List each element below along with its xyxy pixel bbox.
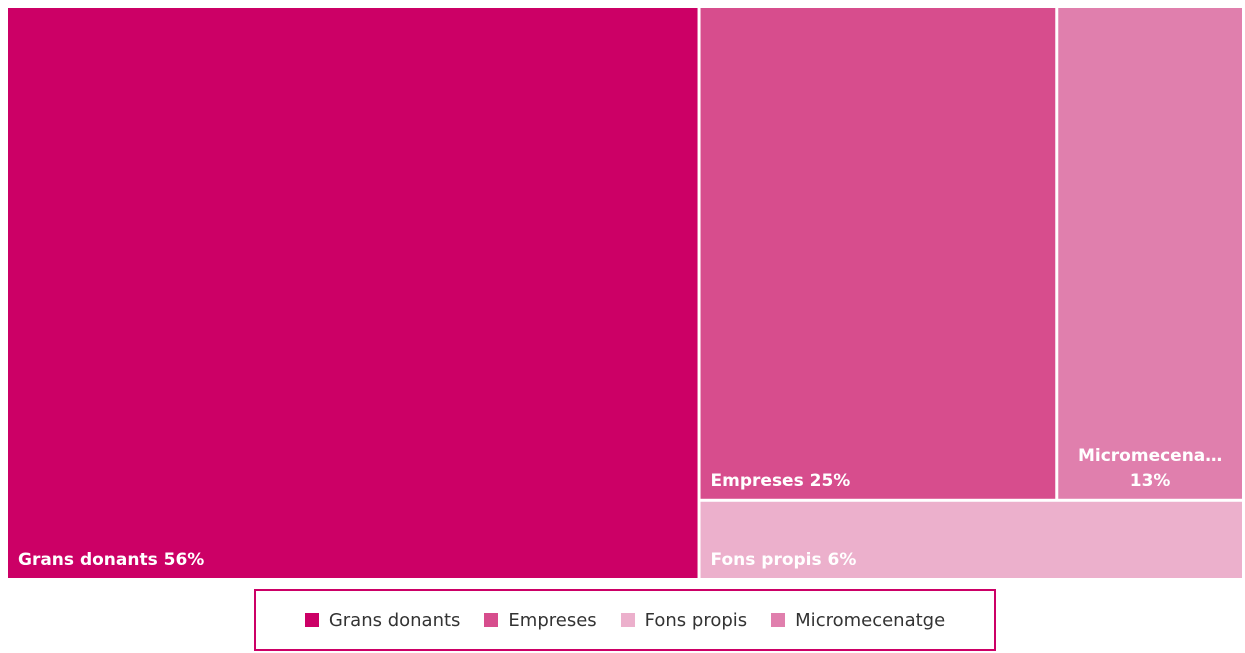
legend-swatch-micromecenatge [771,613,786,627]
legend-item-micromecenatge[interactable]: Micromecenatge [771,610,945,631]
legend-swatch-fons-propis [620,613,635,627]
legend-label-grans-donants: Grans donants [328,609,461,631]
tile-label-empreses: Empreses 25% [711,471,851,491]
legend-label-micromecenatge: Micromecenatge [795,609,946,631]
tile-label-micromecenatge-line-1: Micromecena… [1078,446,1222,466]
legend-swatch-grans-donants [304,613,319,627]
legend-label-fons-propis: Fons propis [644,609,748,631]
tile-label-micromecenatge-line-2: 13% [1130,471,1171,491]
treemap-tile-empreses[interactable] [700,8,1056,499]
treemap-tile-micromecenatge[interactable] [1058,8,1242,499]
legend-item-grans-donants[interactable]: Grans donants [304,609,461,631]
legend-swatch-empreses [484,613,499,627]
legend-item-empreses[interactable]: Empreses [484,609,597,631]
tile-label-grans-donants: Grans donants 56% [18,550,204,570]
treemap-tile-fons-propis[interactable] [700,501,1242,578]
legend-item-fons-propis[interactable]: Fons propis [620,609,748,631]
treemap-tile-grans-donants[interactable] [8,8,698,578]
tile-label-fons-propis: Fons propis 6% [711,550,857,570]
legend-label-empreses: Empreses [508,609,597,631]
chart-legend: Grans donants Empreses Fons propis Micro… [254,589,996,651]
